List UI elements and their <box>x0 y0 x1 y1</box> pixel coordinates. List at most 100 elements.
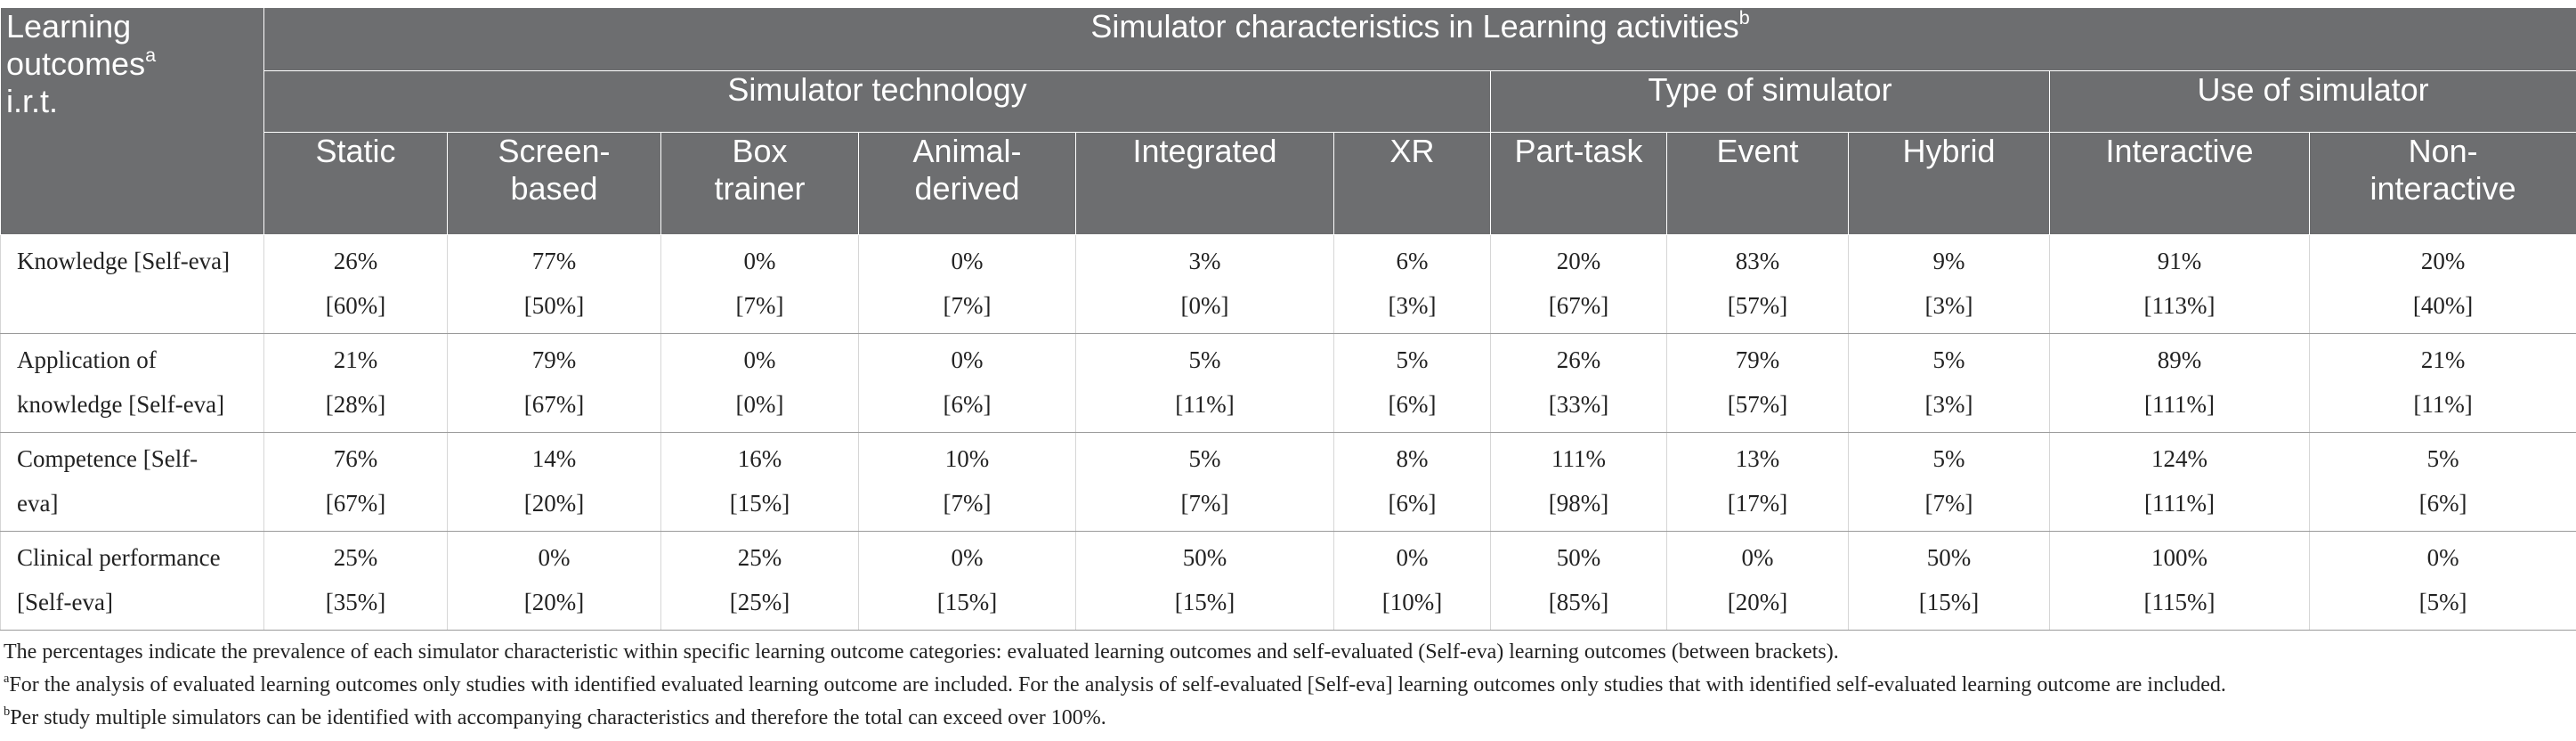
evaluated-value: 0% <box>743 248 776 274</box>
evaluated-value: 5% <box>1932 445 1965 472</box>
row-label-line: knowledge [Self-eva] <box>17 391 225 418</box>
self-evaluated-value: [7%] <box>1180 490 1229 517</box>
evaluated-value: 50% <box>1556 544 1601 571</box>
evaluated-value: 5% <box>1396 346 1429 373</box>
self-evaluated-value: [7%] <box>943 292 992 319</box>
table-cell: 79% [67%] <box>447 333 661 433</box>
col-header-integrated: Integrated <box>1075 132 1334 235</box>
table-cell: 5% [3%] <box>1848 333 2050 433</box>
table-cell: 25% [25%] <box>660 531 859 631</box>
table-cell: 89% [111%] <box>2049 333 2310 433</box>
evaluated-value: 26% <box>333 248 378 274</box>
self-evaluated-value: [25%] <box>729 589 790 615</box>
evaluated-value: 16% <box>737 445 782 472</box>
evaluated-value: 5% <box>1188 346 1221 373</box>
col-header-text: Non- <box>2408 133 2478 169</box>
evaluated-value: 14% <box>531 445 577 472</box>
evaluated-value: 0% <box>1396 544 1429 571</box>
self-evaluated-value: [6%] <box>1388 391 1437 418</box>
table-cell: 26% [60%] <box>263 234 448 334</box>
simulator-characteristics-table: Learning outcomesa i.r.t. Simulator chara… <box>0 7 2576 631</box>
evaluated-value: 0% <box>2426 544 2459 571</box>
evaluated-value: 21% <box>333 346 378 373</box>
table-body: Knowledge [Self-eva] 26% [60%] 77% [50%] 0% [7… <box>0 234 2576 631</box>
table-cell: 0% [15%] <box>858 531 1076 631</box>
self-evaluated-value: [85%] <box>1548 589 1609 615</box>
col-header-text: Part-task <box>1514 133 1643 169</box>
col-header-text: trainer <box>714 170 806 207</box>
evaluated-value: 50% <box>1926 544 1972 571</box>
col-header-text: Static <box>315 133 396 169</box>
col-header-text: XR <box>1389 133 1435 169</box>
table-cell: 0% [10%] <box>1333 531 1491 631</box>
table-cell: 79% [57%] <box>1666 333 1849 433</box>
main-title: Simulator characteristics in Learning ac… <box>1090 8 1739 45</box>
col-header-text: interactive <box>2369 170 2516 207</box>
table-footnotes: The percentages indicate the prevalence … <box>4 636 2567 735</box>
table-cell: 6% [3%] <box>1333 234 1491 334</box>
table-cell: 100% [115%] <box>2049 531 2310 631</box>
col-header-non-interactive: Non-interactive <box>2308 132 2576 235</box>
self-evaluated-value: [60%] <box>325 292 386 319</box>
table-cell: 50% [15%] <box>1848 531 2050 631</box>
self-evaluated-value: [6%] <box>2418 490 2467 517</box>
evaluated-value: 0% <box>951 544 984 571</box>
table-cell: 21% [11%] <box>2309 333 2576 433</box>
self-evaluated-value: [28%] <box>325 391 386 418</box>
self-evaluated-value: [11%] <box>1175 391 1235 418</box>
table-row: Application of knowledge [Self-eva] 21% [28… <box>0 333 2576 433</box>
footnote-text: The percentages indicate the prevalence … <box>4 640 1839 664</box>
table-cell: 77% [50%] <box>447 234 661 334</box>
self-evaluated-value: [15%] <box>1174 589 1235 615</box>
self-evaluated-value: [7%] <box>1924 490 1973 517</box>
evaluated-value: 0% <box>951 248 984 274</box>
self-evaluated-value: [7%] <box>735 292 784 319</box>
table-cell: 91% [113%] <box>2049 234 2310 334</box>
table-cell: 5% [6%] <box>1333 333 1491 433</box>
self-evaluated-value: [98%] <box>1548 490 1609 517</box>
row-label: Application of knowledge [Self-eva] <box>0 333 264 433</box>
col-header-interactive: Interactive <box>2049 132 2310 235</box>
table-cell: 26% [33%] <box>1490 333 1667 433</box>
row-label: Clinical performance [Self-eva] <box>0 531 264 631</box>
row-label: Knowledge [Self-eva] <box>0 234 264 334</box>
self-evaluated-value: [111%] <box>2144 391 2215 418</box>
col-header-static: Static <box>263 132 448 235</box>
self-evaluated-value: [20%] <box>1727 589 1788 615</box>
evaluated-value: 20% <box>1556 248 1601 274</box>
table-cell: 0% [6%] <box>858 333 1076 433</box>
col-header-text: Box <box>732 133 788 169</box>
self-evaluated-value: [0%] <box>1180 292 1229 319</box>
header-row-columns: Static Screen-based Box trainer Animal-de… <box>1 132 2576 235</box>
col-header-text: Hybrid <box>1902 133 1996 169</box>
evaluated-value: 25% <box>333 544 378 571</box>
row-label-line: Application of <box>17 346 157 373</box>
evaluated-value: 25% <box>737 544 782 571</box>
evaluated-value: 76% <box>333 445 378 472</box>
self-evaluated-value: [20%] <box>523 589 585 615</box>
self-evaluated-value: [17%] <box>1727 490 1788 517</box>
corner-label: Learning outcomes <box>6 8 146 82</box>
self-evaluated-value: [67%] <box>523 391 585 418</box>
header-row-groups: Simulator technology Type of simulator U… <box>1 70 2576 133</box>
table-cell: 9% [3%] <box>1848 234 2050 334</box>
col-header-text: Interactive <box>2105 133 2254 169</box>
table-cell: 3% [0%] <box>1075 234 1334 334</box>
table-cell: 50% [85%] <box>1490 531 1667 631</box>
col-header-event: Event <box>1666 132 1849 235</box>
group-header-use: Use of simulator <box>2048 70 2576 133</box>
main-title-header: Simulator characteristics in Learning ac… <box>263 5 2576 71</box>
self-evaluated-value: [10%] <box>1381 589 1443 615</box>
self-evaluated-value: [35%] <box>325 589 386 615</box>
table-cell: 13% [17%] <box>1666 432 1849 532</box>
evaluated-value: 79% <box>1735 346 1780 373</box>
evaluated-value: 83% <box>1735 248 1780 274</box>
col-header-screen-based: Screen-based <box>447 132 661 235</box>
table-cell: 0% [5%] <box>2309 531 2576 631</box>
table-cell: 0% [20%] <box>447 531 661 631</box>
evaluated-value: 6% <box>1396 248 1429 274</box>
self-evaluated-value: [57%] <box>1727 292 1788 319</box>
main-title-sup: b <box>1738 5 1750 28</box>
col-header-text: Screen- <box>498 133 611 169</box>
table-row: Knowledge [Self-eva] 26% [60%] 77% [50%] 0% [7… <box>0 234 2576 334</box>
